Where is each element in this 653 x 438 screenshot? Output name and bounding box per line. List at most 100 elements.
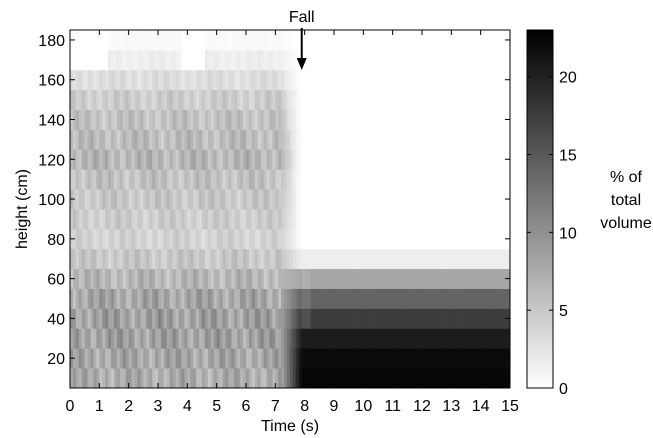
heatmap-cell (246, 209, 250, 230)
heatmap-cell (489, 248, 493, 270)
heatmap-cell (410, 69, 414, 91)
heatmap-cell (204, 89, 209, 110)
heatmap-cell (366, 368, 370, 389)
heatmap-cell (486, 129, 490, 150)
heatmap-cell (460, 308, 464, 329)
heatmap-cell (316, 69, 320, 91)
heatmap-cell (207, 248, 212, 270)
colorbar-tick-label: 20 (559, 70, 577, 87)
heatmap-cell (392, 129, 396, 150)
heatmap-cell (78, 149, 83, 170)
heatmap-cell (143, 30, 147, 51)
heatmap-cell (260, 49, 264, 71)
heatmap-cell (84, 308, 88, 329)
heatmap-cell (70, 209, 74, 230)
heatmap-cell (372, 69, 376, 91)
heatmap-cell (90, 209, 94, 230)
heatmap-cell (383, 348, 388, 369)
heatmap-cell (269, 169, 273, 190)
heatmap-cell (204, 189, 209, 210)
colorbar-tick-label: 15 (559, 148, 577, 165)
heatmap-cell (181, 368, 185, 389)
heatmap-cell (105, 348, 109, 369)
heatmap-cell (278, 189, 282, 210)
heatmap-cell (96, 348, 100, 369)
heatmap-cell (263, 129, 267, 150)
heatmap-cell (463, 308, 467, 329)
heatmap-cell (322, 49, 326, 71)
heatmap-cell (295, 308, 300, 329)
heatmap-cell (254, 368, 259, 389)
heatmap-cell (416, 49, 420, 71)
heatmap-cell (102, 49, 106, 71)
heatmap-cell (99, 348, 103, 369)
heatmap-cell (331, 228, 335, 250)
heatmap-cell (424, 308, 429, 329)
heatmap-cell (234, 89, 238, 110)
heatmap-cell (119, 368, 124, 389)
heatmap-cell (131, 288, 135, 309)
heatmap-cell (166, 228, 171, 250)
heatmap-cell (310, 89, 314, 110)
heatmap-cell (231, 189, 235, 210)
heatmap-cell (375, 169, 379, 190)
heatmap-cell (146, 129, 150, 150)
heatmap-cell (386, 368, 391, 389)
heatmap-cell (463, 288, 467, 309)
heatmap-cell (96, 189, 100, 210)
heatmap-cell (301, 328, 306, 349)
heatmap-cell (483, 288, 487, 309)
heatmap-cell (216, 129, 220, 150)
heatmap-cell (196, 109, 200, 130)
heatmap-cell (108, 109, 112, 130)
heatmap-cell (292, 228, 297, 250)
heatmap-cell (196, 49, 200, 71)
heatmap-cell (254, 189, 259, 210)
heatmap-cell (313, 308, 317, 329)
heatmap-cell (187, 89, 191, 110)
heatmap-cell (442, 49, 446, 71)
heatmap-cell (380, 228, 385, 250)
heatmap-cell (474, 69, 479, 91)
heatmap-cell (401, 328, 405, 349)
heatmap-cell (228, 89, 232, 110)
heatmap-cell (336, 149, 341, 170)
heatmap-cell (160, 348, 165, 369)
heatmap-cell (108, 149, 112, 170)
heatmap-cell (328, 89, 332, 110)
heatmap-cell (348, 308, 352, 329)
heatmap-cell (336, 288, 341, 309)
heatmap-cell (84, 69, 88, 91)
heatmap-cell (348, 49, 352, 71)
heatmap-cell (269, 69, 273, 91)
heatmap-cell (190, 169, 194, 190)
heatmap-cell (251, 69, 256, 91)
heatmap-cell (419, 268, 423, 289)
heatmap-cell (125, 49, 130, 71)
heatmap-cell (392, 109, 396, 130)
heatmap-cell (260, 248, 264, 270)
heatmap-cell (290, 149, 294, 170)
heatmap-cell (336, 109, 341, 130)
heatmap-cell (263, 268, 267, 289)
heatmap-cell (163, 69, 168, 91)
heatmap-cell (155, 149, 159, 170)
heatmap-cell (372, 129, 376, 150)
heatmap-cell (287, 348, 291, 369)
heatmap-cell (251, 109, 256, 130)
heatmap-cell (474, 149, 479, 170)
heatmap-cell (263, 69, 267, 91)
heatmap-cell (290, 268, 294, 289)
heatmap-cell (292, 169, 297, 190)
heatmap-cell (199, 288, 203, 309)
heatmap-cell (319, 248, 323, 270)
heatmap-cell (378, 149, 382, 170)
heatmap-cell (75, 69, 80, 91)
heatmap-cell (345, 129, 350, 150)
heatmap-cell (166, 89, 171, 110)
heatmap-cell (155, 30, 159, 51)
heatmap-cell (99, 228, 103, 250)
heatmap-cell (163, 169, 168, 190)
heatmap-cell (216, 209, 220, 230)
heatmap-cell (433, 189, 438, 210)
